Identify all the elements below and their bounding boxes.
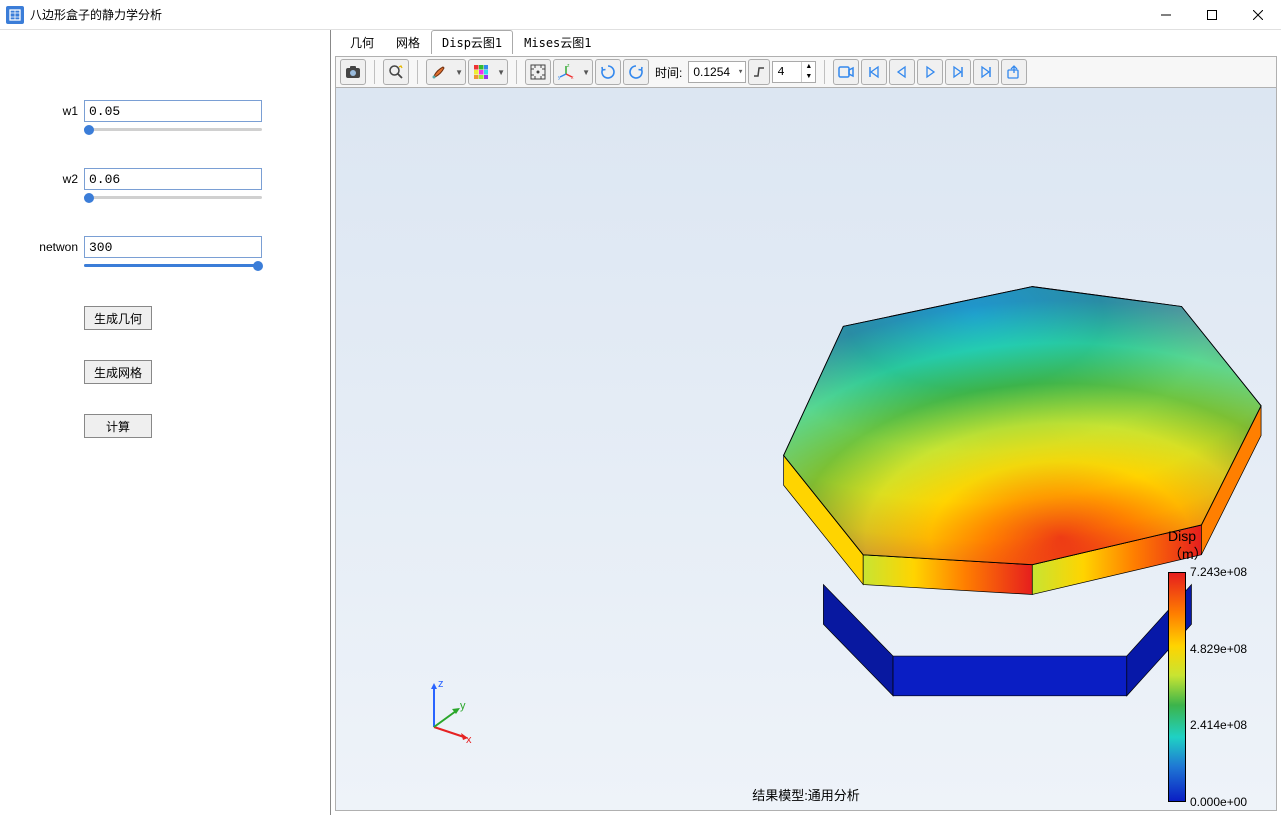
legend-tick: 4.829e+08 — [1190, 642, 1247, 656]
result-model-label: 结果模型:通用分析 — [752, 785, 860, 804]
screenshot-button[interactable] — [340, 59, 366, 85]
param-newton-slider[interactable] — [84, 260, 262, 272]
parameters-panel: w1 w2 netwon 生成几何 生成网格 — [0, 30, 330, 815]
legend-tick: 0.000e+00 — [1190, 795, 1247, 809]
rotate-ccw-button[interactable] — [623, 59, 649, 85]
3d-viewport[interactable]: z y x Disp （m） 7.243e+08 4.829e+08 2.414e+… — [335, 88, 1277, 811]
param-w1-label: w1 — [28, 104, 78, 118]
play-button[interactable] — [917, 59, 943, 85]
svg-text:x: x — [466, 734, 472, 746]
svg-text:z: z — [567, 64, 570, 69]
generate-mesh-button[interactable]: 生成网格 — [84, 360, 152, 384]
axes-dropdown[interactable]: zxy▼ — [553, 59, 593, 85]
tab-Mises云图1[interactable]: Mises云图1 — [513, 30, 602, 54]
window-title: 八边形盒子的静力学分析 — [30, 6, 1143, 23]
param-w1-input[interactable] — [84, 100, 262, 122]
compute-button[interactable]: 计算 — [84, 414, 152, 438]
time-label: 时间: — [655, 64, 682, 81]
param-w1-slider[interactable] — [84, 124, 262, 136]
param-newton-label: netwon — [28, 240, 78, 254]
legend-unit: （m） — [1168, 546, 1208, 562]
tab-网格[interactable]: 网格 — [385, 30, 431, 54]
frame-spinner[interactable]: ▲▼ — [772, 61, 816, 83]
legend-tick: 7.243e+08 — [1190, 565, 1247, 579]
result-tabs: 几何网格Disp云图1Mises云图1 — [331, 30, 1281, 54]
record-button[interactable] — [833, 59, 859, 85]
zoom-button[interactable] — [383, 59, 409, 85]
step-back-button[interactable] — [889, 59, 915, 85]
legend-tick: 2.414e+08 — [1190, 718, 1247, 732]
legend-title: Disp — [1168, 528, 1196, 544]
minimize-button[interactable] — [1143, 0, 1189, 30]
step-forward-button[interactable] — [945, 59, 971, 85]
results-panel: 几何网格Disp云图1Mises云图1 ▼ ▼ zxy▼ 时间: 0.1254 … — [330, 30, 1281, 815]
export-button[interactable] — [1001, 59, 1027, 85]
axis-gizmo: z y x — [416, 677, 476, 750]
svg-text:y: y — [460, 700, 466, 712]
param-w2-label: w2 — [28, 172, 78, 186]
maximize-button[interactable] — [1189, 0, 1235, 30]
tab-几何[interactable]: 几何 — [339, 30, 385, 54]
color-legend: Disp （m） 7.243e+084.829e+082.414e+080.00… — [1168, 528, 1258, 802]
deformation-toggle[interactable] — [748, 59, 770, 85]
skip-start-button[interactable] — [861, 59, 887, 85]
param-newton-input[interactable] — [84, 236, 262, 258]
skip-end-button[interactable] — [973, 59, 999, 85]
viewport-toolbar: ▼ ▼ zxy▼ 时间: 0.1254 ▲▼ — [335, 56, 1277, 88]
app-icon — [6, 6, 24, 24]
brush-dropdown[interactable]: ▼ — [426, 59, 466, 85]
generate-geometry-button[interactable]: 生成几何 — [84, 306, 152, 330]
svg-text:x: x — [571, 75, 574, 80]
param-w2-input[interactable] — [84, 168, 262, 190]
tab-Disp云图1[interactable]: Disp云图1 — [431, 30, 513, 54]
param-w2-slider[interactable] — [84, 192, 262, 204]
close-button[interactable] — [1235, 0, 1281, 30]
time-dropdown[interactable]: 0.1254 — [688, 61, 746, 83]
svg-text:z: z — [438, 678, 444, 690]
title-bar: 八边形盒子的静力学分析 — [0, 0, 1281, 30]
rotate-cw-button[interactable] — [595, 59, 621, 85]
colormap-dropdown[interactable]: ▼ — [468, 59, 508, 85]
fit-view-button[interactable] — [525, 59, 551, 85]
